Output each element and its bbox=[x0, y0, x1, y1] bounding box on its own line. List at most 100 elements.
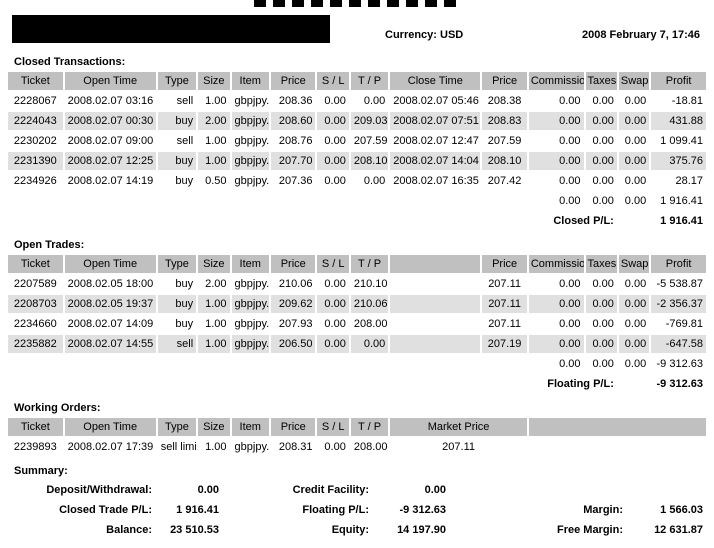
column-header: Profit bbox=[651, 72, 706, 90]
column-header: T / P bbox=[350, 255, 389, 273]
currency-label: Currency: USD bbox=[385, 29, 464, 41]
spacer-cell bbox=[8, 212, 527, 230]
table-row: 2228067 2008.02.07 03:16 sell 1.00 gbpjpy. 20… bbox=[8, 92, 706, 110]
table-cell: sell limit bbox=[160, 441, 197, 453]
table-cell: buy bbox=[157, 152, 197, 170]
summary-value: 23 510.53 bbox=[170, 524, 219, 536]
table-cell: 0.00 bbox=[559, 175, 581, 187]
table-cell: 0.00 bbox=[618, 295, 650, 313]
column-header: Taxes bbox=[585, 255, 617, 273]
column-header: S / L bbox=[317, 255, 349, 273]
table-cell: 207.93 bbox=[278, 318, 313, 330]
table-cell: 208.00 bbox=[353, 318, 388, 330]
table-cell: 2008.02.07 12:47 bbox=[393, 135, 479, 147]
floating-pl-label: Floating P/L: bbox=[547, 378, 614, 390]
table-cell: 2008.02.07 14:09 bbox=[67, 318, 154, 330]
table-cell: 2008.02.07 16:35 bbox=[393, 175, 479, 187]
table-cell: 0.00 bbox=[528, 152, 584, 170]
table-cell: 0.00 bbox=[559, 135, 581, 147]
table-cell: sell bbox=[176, 135, 194, 147]
table-cell: 0.00 bbox=[624, 175, 647, 187]
table-cell: gbpjpy. bbox=[234, 95, 269, 107]
table-cell: 1.00 bbox=[198, 335, 230, 353]
summary-row: Closed Trade P/L: 1 916.41 Floating P/L:… bbox=[8, 500, 706, 520]
table-cell: gbpjpy. bbox=[231, 152, 269, 170]
table-cell: 0.00 bbox=[317, 152, 349, 170]
table-cell: 0.00 bbox=[559, 95, 581, 107]
column-header: Price bbox=[482, 72, 527, 90]
summary-value: 0.00 bbox=[197, 484, 219, 496]
totals-profit: 1 916.41 bbox=[660, 195, 703, 207]
column-header bbox=[390, 255, 481, 273]
column-header: Item bbox=[231, 255, 269, 273]
totals-swap: 0.00 bbox=[624, 195, 647, 207]
floating-pl-value: -9 312.63 bbox=[656, 378, 703, 390]
column-header: Price bbox=[270, 72, 316, 90]
table-cell: 0.00 bbox=[324, 318, 346, 330]
summary-value: 14 197.90 bbox=[397, 524, 446, 536]
column-header: Market Price bbox=[390, 418, 527, 436]
table-cell: 207.70 bbox=[270, 152, 316, 170]
table-cell: 2008.02.05 19:37 bbox=[64, 295, 156, 313]
table-cell: 0.00 bbox=[559, 278, 581, 290]
table-row: 2224043 2008.02.07 00:30 buy 2.00 gbpjpy. 208… bbox=[8, 112, 706, 130]
table-cell: gbpjpy. bbox=[234, 441, 269, 453]
table-cell: 2228067 bbox=[13, 95, 57, 107]
table-cell: 0.00 bbox=[618, 112, 650, 130]
table-cell bbox=[390, 315, 480, 333]
summary-value: 12 631.87 bbox=[654, 524, 703, 536]
table-cell: 207.59 bbox=[487, 135, 522, 147]
summary-value: -9 312.63 bbox=[399, 504, 446, 516]
table-cell: 206.50 bbox=[270, 335, 316, 353]
table-cell: 208.38 bbox=[487, 95, 522, 107]
summary-row: Deposit/Withdrawal: 0.00 Credit Facility… bbox=[8, 480, 706, 500]
table-cell: 0.00 bbox=[559, 318, 581, 330]
table-cell: 0.50 bbox=[205, 175, 227, 187]
totals-swap: 0.00 bbox=[624, 358, 647, 370]
summary-table: Deposit/Withdrawal: 0.00 Credit Facility… bbox=[8, 480, 706, 540]
summary-value: 1 566.03 bbox=[660, 504, 703, 516]
redacted-account-info bbox=[12, 15, 330, 43]
working-orders-table: Ticket Open Time Type Size Item Price S … bbox=[6, 416, 708, 458]
table-cell: gbpjpy. bbox=[234, 175, 269, 187]
table-cell bbox=[390, 335, 481, 353]
summary-label: Floating P/L: bbox=[302, 504, 369, 516]
table-cell: buy bbox=[157, 295, 197, 313]
table-cell: 1.00 bbox=[198, 295, 230, 313]
summary-label: Closed Trade P/L: bbox=[59, 504, 152, 516]
column-header: Size bbox=[198, 418, 230, 436]
closed-rows: 2228067 2008.02.07 03:16 sell 1.00 gbpjpy. 20… bbox=[8, 92, 706, 190]
table-cell: 2231390 bbox=[8, 152, 63, 170]
table-cell: 2230202 bbox=[13, 135, 57, 147]
table-cell: gbpjpy. bbox=[234, 278, 269, 290]
closed-pl-label: Closed P/L: bbox=[553, 215, 614, 227]
table-cell: 207.36 bbox=[278, 175, 313, 187]
totals-taxes: 0.00 bbox=[592, 358, 614, 370]
table-cell: 2008.02.07 09:00 bbox=[67, 135, 154, 147]
table-cell: 0.00 bbox=[592, 278, 614, 290]
summary-title: Summary: bbox=[14, 465, 68, 477]
working-orders-header-row: Ticket Open Time Type Size Item Price S … bbox=[8, 418, 706, 436]
table-cell: 2008.02.07 05:46 bbox=[393, 95, 479, 107]
open-trades-title: Open Trades: bbox=[14, 239, 85, 251]
table-cell: 2008.02.07 12:25 bbox=[64, 152, 156, 170]
table-cell: 0.00 bbox=[317, 112, 349, 130]
column-header: Close Time bbox=[390, 72, 481, 90]
table-cell: 431.88 bbox=[651, 112, 706, 130]
table-cell: 2008.02.07 03:16 bbox=[67, 95, 154, 107]
market-price-cell: 207.11 bbox=[442, 441, 475, 453]
table-row: 2234660 2008.02.07 14:09 buy 1.00 gbpjpy. 207… bbox=[8, 315, 706, 333]
table-cell: 1.00 bbox=[205, 135, 227, 147]
statement-header: Currency: USD 2008 February 7, 17:46 bbox=[8, 9, 706, 53]
totals-profit: -9 312.63 bbox=[656, 358, 703, 370]
table-cell: 209.03 bbox=[350, 112, 389, 130]
table-cell: 375.76 bbox=[651, 152, 706, 170]
column-header: Type bbox=[157, 72, 197, 90]
column-header: Ticket bbox=[8, 418, 63, 436]
closed-pl-value: 1 916.41 bbox=[660, 215, 703, 227]
column-header: Price bbox=[270, 255, 316, 273]
table-cell: 1.00 bbox=[205, 441, 227, 453]
